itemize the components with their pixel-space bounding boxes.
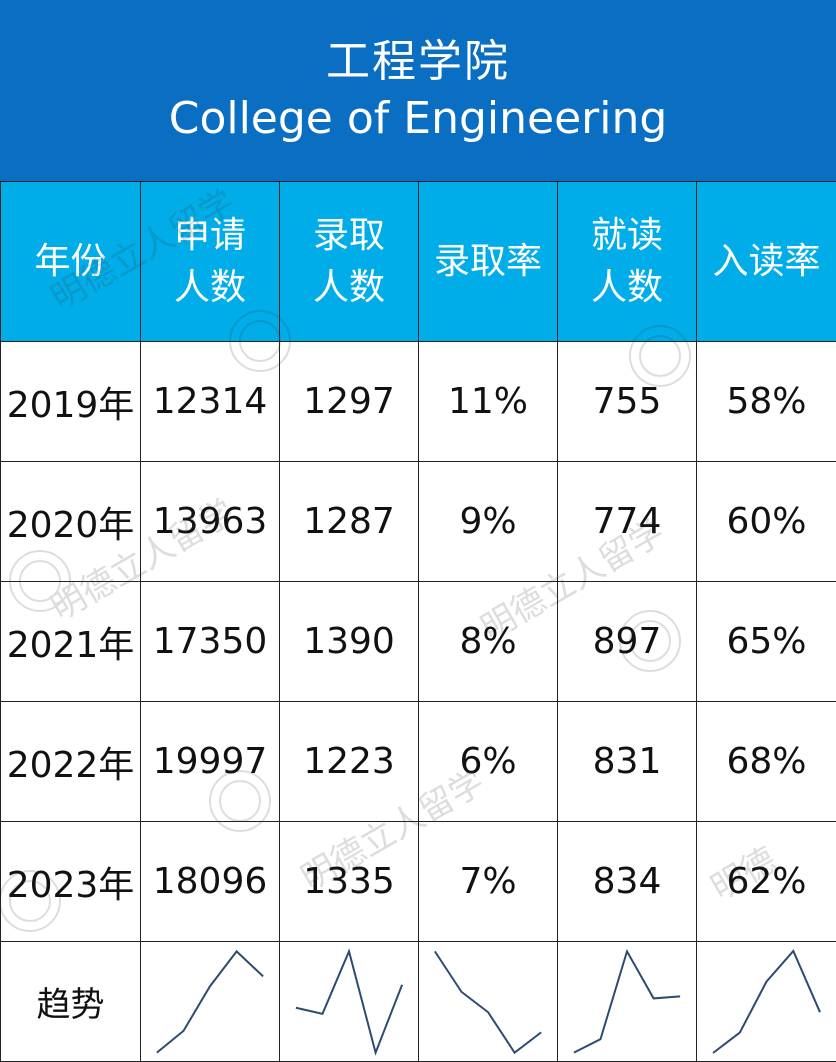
- cell-yield-rate: 58%: [696, 341, 836, 462]
- cell-enrolled: 774: [557, 461, 697, 582]
- sparkline-line: [573, 948, 681, 1054]
- sparkline-applicants: [156, 949, 264, 1053]
- cell-enrolled: 834: [557, 821, 697, 942]
- cell-admitted: 1390: [279, 581, 419, 702]
- cell-year: 2022年: [0, 701, 141, 822]
- cell-year: 2023年: [0, 821, 141, 942]
- cell-year: 2019年: [0, 341, 141, 462]
- cell-applicants: 13963: [140, 461, 280, 582]
- cell-applicants: 17350: [140, 581, 280, 702]
- cell-applicants: 19997: [140, 701, 280, 822]
- header-admitted-line2: 人数: [312, 266, 385, 308]
- sparkline-cell-yield-rate: [696, 941, 836, 1062]
- header-row: 年份 申请 人数 录取 人数 录取率 就读 人数 入读率: [0, 181, 836, 342]
- sparkline-line: [156, 949, 264, 1053]
- title-chinese: 工程学院: [326, 35, 510, 87]
- cell-yield-rate: 65%: [696, 581, 836, 702]
- table-row: 2019年 12314 1297 11% 755 58%: [0, 341, 836, 462]
- sparkline-line: [434, 950, 542, 1054]
- table-row: 2021年 17350 1390 8% 897 65%: [0, 581, 836, 702]
- cell-admit-rate: 6%: [418, 701, 558, 822]
- cell-admitted: 1297: [279, 341, 419, 462]
- cell-admit-rate: 8%: [418, 581, 558, 702]
- header-applicants: 申请 人数: [140, 181, 280, 342]
- header-enrolled-line1: 就读: [590, 214, 663, 256]
- header-yield-rate-label: 入读率: [712, 240, 821, 282]
- table-row: 2020年 13963 1287 9% 774 60%: [0, 461, 836, 582]
- sparkline-admit-rate: [434, 950, 542, 1054]
- cell-year: 2020年: [0, 461, 141, 582]
- header-year: 年份: [0, 181, 141, 342]
- cell-year: 2021年: [0, 581, 141, 702]
- cell-enrolled: 897: [557, 581, 697, 702]
- sparkline-line: [712, 948, 821, 1054]
- sparkline-cell-admit-rate: [418, 941, 558, 1062]
- header-year-label: 年份: [34, 240, 107, 282]
- cell-admitted: 1223: [279, 701, 419, 822]
- title-english: College of Engineering: [168, 92, 668, 144]
- sparkline-enrolled: [573, 948, 681, 1054]
- sparkline-line: [295, 947, 404, 1056]
- sparkline-cell-applicants: [140, 941, 280, 1062]
- trend-row: 趋势: [0, 941, 836, 1062]
- cell-admit-rate: 9%: [418, 461, 558, 582]
- cell-yield-rate: 68%: [696, 701, 836, 822]
- sparkline-yield-rate: [712, 948, 821, 1054]
- cell-yield-rate: 60%: [696, 461, 836, 582]
- header-enrolled-line2: 人数: [590, 266, 663, 308]
- header-admit-rate-label: 录取率: [433, 240, 542, 282]
- sparkline-admitted: [295, 947, 404, 1056]
- header-admitted-line1: 录取: [312, 214, 385, 256]
- trend-label: 趋势: [0, 941, 141, 1062]
- cell-enrolled: 755: [557, 341, 697, 462]
- cell-applicants: 12314: [140, 341, 280, 462]
- header-applicants-line1: 申请: [173, 214, 246, 256]
- header-admit-rate: 录取率: [418, 181, 558, 342]
- sparkline-cell-enrolled: [557, 941, 697, 1062]
- admissions-table: 年份 申请 人数 录取 人数 录取率 就读 人数 入读率 2019年: [0, 181, 836, 1062]
- header-applicants-line2: 人数: [173, 266, 246, 308]
- cell-admit-rate: 11%: [418, 341, 558, 462]
- title-banner: 工程学院 College of Engineering: [0, 0, 836, 181]
- cell-admitted: 1335: [279, 821, 419, 942]
- sparkline-cell-admitted: [279, 941, 419, 1062]
- header-enrolled: 就读 人数: [557, 181, 697, 342]
- cell-admitted: 1287: [279, 461, 419, 582]
- cell-yield-rate: 62%: [696, 821, 836, 942]
- cell-applicants: 18096: [140, 821, 280, 942]
- header-yield-rate: 入读率: [696, 181, 836, 342]
- header-admitted: 录取 人数: [279, 181, 419, 342]
- table-row: 2023年 18096 1335 7% 834 62%: [0, 821, 836, 942]
- table-row: 2022年 19997 1223 6% 831 68%: [0, 701, 836, 822]
- cell-admit-rate: 7%: [418, 821, 558, 942]
- cell-enrolled: 831: [557, 701, 697, 822]
